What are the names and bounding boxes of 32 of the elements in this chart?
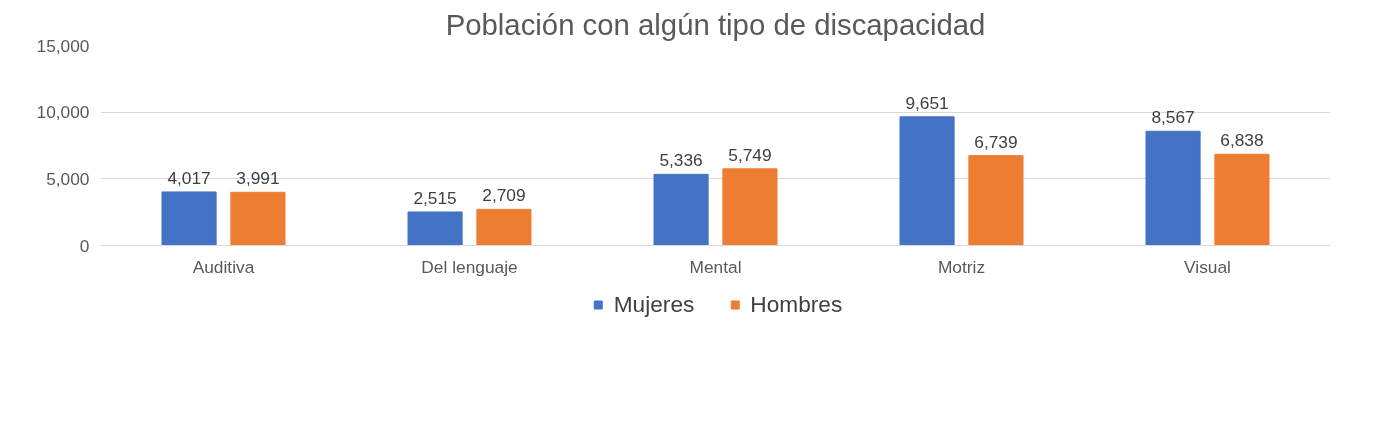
x-tick-label: Del lenguaje [421, 256, 518, 277]
data-label: 5,749 [728, 144, 772, 165]
data-label: 3,991 [236, 168, 280, 189]
data-label: 8,567 [1151, 107, 1195, 128]
bar [161, 191, 217, 246]
bar [1214, 153, 1270, 246]
y-tick-label: 5,000 [46, 168, 90, 189]
legend-label: Hombres [750, 290, 843, 318]
x-tick-label: Visual [1184, 256, 1231, 277]
bar [407, 211, 463, 246]
bar [722, 168, 778, 246]
data-label: 6,739 [974, 131, 1018, 152]
bar [230, 191, 286, 246]
bar [1145, 130, 1201, 246]
legend-label: Mujeres [613, 290, 695, 318]
bar [653, 173, 709, 246]
bar [476, 208, 532, 246]
bar [899, 116, 955, 246]
data-label: 6,838 [1220, 130, 1264, 151]
data-label: 2,515 [413, 187, 457, 208]
bar [968, 155, 1024, 246]
chart-title: Población con algún tipo de discapacidad [445, 7, 986, 41]
x-tick-label: Motriz [937, 256, 986, 277]
y-tick-label: 0 [79, 235, 90, 256]
data-label: 5,336 [659, 150, 703, 171]
data-label: 2,709 [482, 185, 526, 206]
data-label: 4,017 [167, 167, 211, 188]
data-label: 9,651 [905, 92, 949, 113]
x-tick-label: Mental [689, 256, 742, 277]
y-tick-label: 10,000 [36, 102, 90, 123]
x-tick-label: Auditiva [192, 256, 255, 277]
y-tick-label: 15,000 [36, 35, 90, 56]
